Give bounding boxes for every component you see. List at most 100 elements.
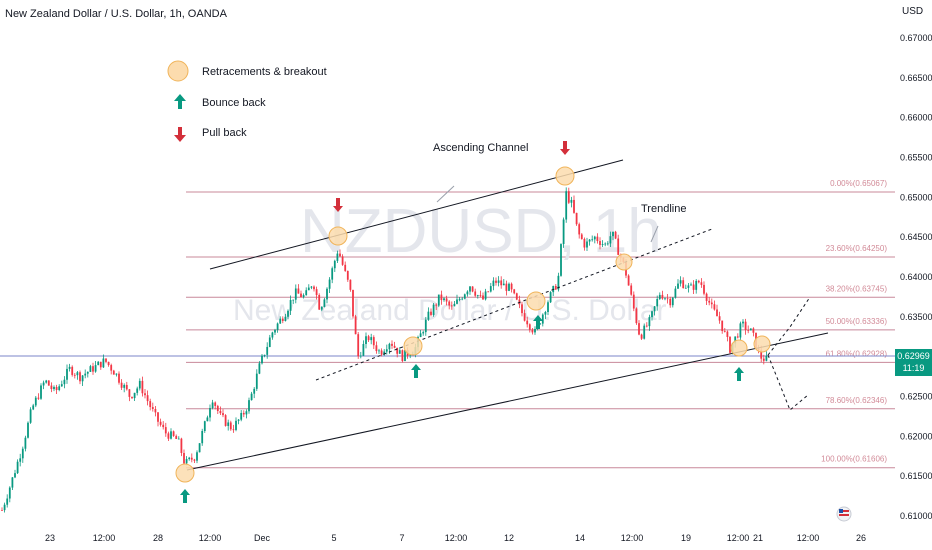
candle-body: [531, 329, 534, 333]
candle-body: [744, 321, 747, 331]
candle-body: [307, 287, 310, 291]
candle-body: [125, 384, 128, 390]
candle-body: [3, 504, 6, 511]
candle-body: [739, 323, 742, 338]
candle-body: [466, 291, 469, 295]
candle-body: [651, 311, 653, 318]
projection-up-path: [767, 296, 811, 356]
candle-body: [253, 388, 256, 394]
candle-body: [419, 333, 422, 338]
candle-body: [684, 287, 687, 289]
candle-body: [258, 363, 261, 374]
time-axis[interactable]: 23 12:00 28 12:00 Dec 5 7 12:00 12 14 12:00 19 12:00…: [45, 533, 866, 543]
arrow-down-icon: [560, 141, 570, 155]
candle-body: [648, 317, 651, 327]
circle-marker-icon: [615, 253, 633, 271]
flag-icon[interactable]: [836, 506, 852, 522]
channel-upper-line[interactable]: [209, 159, 624, 270]
candle-body: [591, 239, 594, 241]
trendline-dashed[interactable]: [315, 228, 713, 381]
candle-body: [261, 355, 263, 364]
drawings[interactable]: Ascending Channel Trendline: [186, 142, 829, 471]
candle-body: [703, 284, 705, 294]
candle-body: [476, 295, 479, 297]
candle-body: [695, 280, 698, 290]
candle-body: [596, 236, 599, 242]
candle-body: [544, 312, 547, 315]
candle-body: [183, 452, 185, 464]
candle-body: [391, 343, 393, 346]
candle-body: [250, 393, 253, 401]
candle-body: [734, 336, 737, 344]
candle-body: [760, 349, 763, 359]
candle-body: [55, 386, 58, 391]
candle-body: [710, 302, 713, 305]
candle-body: [1, 510, 3, 511]
arrow-up-icon: [411, 364, 421, 378]
candle-body: [687, 285, 690, 288]
candle-body: [443, 298, 445, 301]
candle-body: [310, 286, 313, 288]
candle-body: [357, 334, 360, 357]
candle-body: [705, 293, 708, 301]
candle-body: [510, 283, 513, 290]
candle-body: [274, 329, 276, 333]
price-tick-label: 0.65000: [900, 192, 932, 202]
time-tick-label: 12:00: [797, 533, 820, 543]
candle-body: [315, 289, 318, 295]
candle-body: [479, 295, 482, 297]
candle-body: [339, 253, 341, 257]
candle-body: [128, 389, 131, 397]
time-tick-label: 7: [399, 533, 404, 543]
candle-body: [700, 282, 703, 285]
circle-marker-icon: [167, 60, 189, 82]
candle-body: [630, 285, 633, 295]
candle-body: [102, 358, 105, 368]
candle-body: [245, 411, 248, 415]
candle-body: [214, 402, 217, 406]
candle-body: [16, 461, 19, 474]
candle-body: [89, 366, 92, 372]
candle-body: [344, 264, 347, 271]
candle-body: [708, 300, 711, 303]
candle-body: [29, 409, 32, 423]
fibonacci-levels: 0.00%(0.65067) 23.60%(0.64250) 38.20%(0.63…: [186, 179, 895, 469]
candle-body: [45, 380, 48, 383]
candle-body: [609, 236, 612, 244]
candle-body: [666, 298, 669, 300]
candle-body: [554, 286, 557, 290]
candle-body: [362, 343, 365, 356]
candle-body: [6, 498, 9, 505]
candle-body: [58, 386, 61, 391]
candle-body: [19, 458, 22, 462]
candle-body: [492, 280, 495, 287]
price-tick-label: 0.61000: [900, 511, 932, 521]
fib-level-label: 61.80%(0.62928): [826, 349, 888, 358]
candle-body: [73, 374, 76, 376]
candle-body: [658, 294, 661, 300]
candle-body: [424, 319, 427, 333]
candle-body: [440, 294, 443, 301]
candle-body: [227, 422, 230, 426]
candle-body: [513, 289, 516, 294]
price-tick-label: 0.65500: [900, 152, 932, 162]
candle-body: [333, 260, 336, 269]
circle-marker-icon: [730, 339, 748, 357]
fib-level-label: 0.00%(0.65067): [830, 179, 887, 188]
candle-body: [645, 325, 648, 327]
price-axis[interactable]: 0.67000 0.66500 0.66000 0.65500 0.65000 0.645…: [900, 33, 932, 521]
candle-body: [723, 331, 726, 332]
time-tick-label: 23: [45, 533, 55, 543]
price-tick-label: 0.64500: [900, 232, 932, 242]
circle-marker-icon: [526, 291, 546, 311]
candle-body: [297, 288, 300, 294]
candle-body: [115, 373, 118, 375]
candle-body: [762, 358, 765, 361]
candle-body: [118, 373, 120, 383]
channel-lower-line[interactable]: [186, 332, 829, 471]
trendline-callout-line: [650, 225, 659, 243]
candle-body: [349, 279, 352, 290]
candle-body: [471, 286, 474, 292]
candle-body: [24, 437, 27, 449]
